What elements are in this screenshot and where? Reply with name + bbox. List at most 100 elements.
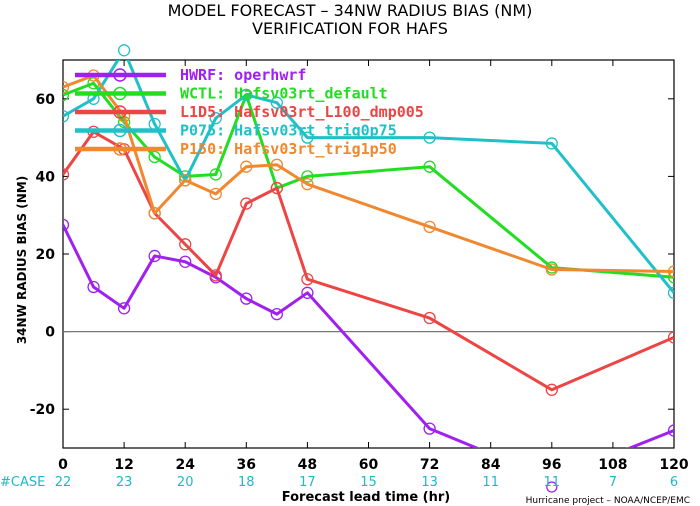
data-point (63, 218, 70, 232)
y-axis-label: 34NW RADIUS BIAS (NM) (15, 176, 29, 344)
data-point (148, 249, 161, 263)
legend-marker (113, 105, 127, 119)
series-1 (63, 218, 674, 448)
case-count: 23 (116, 475, 133, 490)
data-point (667, 286, 674, 299)
data-point (179, 174, 192, 187)
data-point (63, 88, 70, 102)
y-tick-label: 20 (36, 247, 56, 263)
x-tick-label: 48 (298, 457, 317, 473)
data-point (667, 331, 674, 344)
case-count: 11 (482, 475, 499, 490)
y-tick-label: 60 (36, 92, 56, 108)
legend-entry: L1D5: Hafsv03rt_L100_dmp005 (180, 103, 424, 121)
data-point (270, 96, 284, 109)
case-count: 18 (238, 475, 255, 490)
data-point (240, 292, 253, 305)
legend-marker (113, 68, 127, 82)
data-point (545, 137, 558, 150)
data-point (148, 207, 161, 220)
y-tick-label: 40 (36, 169, 56, 185)
data-point (301, 273, 314, 286)
legend-entry: P075: Hafsv03rt_trig0p75 (180, 122, 397, 140)
series-lines (63, 44, 674, 493)
data-point-offscale (546, 481, 558, 493)
data-point (423, 160, 436, 173)
legend-marker (113, 123, 127, 138)
case-counts-row: #CASE 22 23 20 18 17 15 13 11 11 7 6 (0, 475, 678, 490)
data-point (209, 168, 222, 181)
legend-marker (113, 142, 127, 156)
series-4 (63, 60, 674, 299)
y-tick-label: -20 (30, 402, 56, 418)
x-tick-label: 84 (481, 457, 501, 473)
case-count: 15 (360, 475, 377, 490)
series-clip-group (63, 60, 674, 448)
series-line (63, 74, 674, 273)
x-tick-labels: 0 12 24 36 48 60 72 84 96 108 120 (58, 457, 689, 473)
data-point (423, 311, 436, 325)
case-count: 20 (177, 475, 194, 490)
data-point (117, 44, 131, 57)
y-tick-label: 0 (45, 325, 55, 341)
case-count: 17 (299, 475, 316, 490)
case-count: 6 (670, 475, 678, 490)
data-point (240, 160, 253, 173)
legend-entry: HWRF: operhwrf (180, 66, 306, 84)
x-tick-label: 60 (359, 457, 379, 473)
data-point (270, 181, 284, 195)
x-tick-label: 36 (237, 457, 256, 473)
case-label: #CASE (0, 475, 45, 490)
data-point (209, 187, 222, 201)
data-point (209, 112, 222, 125)
x-tick-label: 24 (175, 457, 195, 473)
x-tick-label: 72 (420, 457, 439, 473)
data-point (148, 150, 161, 164)
y-tick-labels: -20 0 20 40 60 (30, 92, 56, 418)
legend-entry: P150: Hafsv03rt_trig1p50 (180, 140, 397, 158)
chart-title: MODEL FORECAST – 34NW RADIUS BIAS (NM) (168, 1, 533, 20)
legend-entry: WCTL: Hafsv03rt_default (180, 85, 388, 103)
data-point (87, 280, 100, 294)
case-count: 7 (609, 475, 617, 490)
case-count: 11 (544, 475, 561, 490)
data-point (63, 110, 70, 123)
data-point (117, 302, 131, 315)
data-point (423, 422, 436, 435)
x-tick-label: 0 (58, 457, 68, 473)
data-point (301, 170, 314, 183)
data-point (545, 383, 558, 396)
data-point (545, 263, 558, 276)
data-point (63, 81, 70, 94)
series-line (63, 224, 674, 448)
legend-marker (113, 86, 127, 101)
plot-area (62, 59, 675, 449)
case-count: 22 (55, 475, 72, 490)
chart-subtitle: VERIFICATION FOR HAFS (252, 19, 448, 38)
data-point (667, 265, 674, 278)
data-point (209, 269, 222, 282)
data-point (240, 88, 253, 102)
x-tick-label: 108 (598, 457, 627, 473)
x-tick-label: 96 (542, 457, 561, 473)
data-point (301, 286, 314, 299)
series-line (63, 60, 674, 294)
data-point (301, 131, 314, 144)
data-point (240, 197, 253, 210)
data-point (179, 255, 192, 268)
data-point (63, 168, 70, 181)
data-point (270, 307, 284, 321)
data-point (270, 158, 284, 171)
credit-text: Hurricane project – NOAA/NCEP/EMC (526, 496, 690, 506)
case-count: 13 (421, 475, 438, 490)
x-tick-label: 12 (114, 457, 133, 473)
x-tick-label: 120 (659, 457, 688, 473)
x-axis-label: Forecast lead time (hr) (282, 490, 450, 505)
data-point (667, 424, 674, 437)
data-point (423, 131, 436, 144)
data-point (423, 220, 436, 233)
data-point (667, 271, 674, 284)
data-point (301, 178, 314, 191)
